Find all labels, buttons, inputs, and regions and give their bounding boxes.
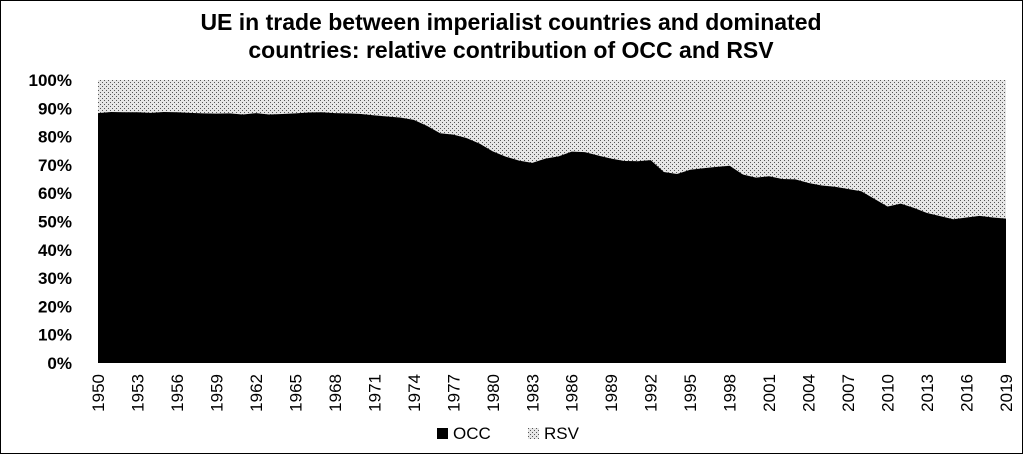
- y-tick-label: 70%: [38, 156, 72, 175]
- x-tick-label: 1989: [602, 374, 621, 412]
- legend-label-occ: OCC: [453, 424, 491, 443]
- x-tick-label: 1995: [681, 374, 700, 412]
- x-tick-label: 2001: [760, 374, 779, 412]
- y-tick-label: 100%: [29, 71, 72, 90]
- y-tick-label: 50%: [38, 213, 72, 232]
- y-tick-label: 10%: [38, 326, 72, 345]
- chart-title-line-2: countries: relative contribution of OCC …: [248, 37, 774, 63]
- x-tick-label: 1962: [247, 374, 266, 412]
- y-tick-label: 40%: [38, 241, 72, 260]
- x-tick-label: 1986: [563, 374, 582, 412]
- x-tick-label: 1974: [405, 374, 424, 412]
- x-tick-label: 2019: [997, 374, 1016, 412]
- legend-swatch-occ: [437, 428, 448, 439]
- y-tick-label: 20%: [38, 297, 72, 316]
- y-tick-label: 60%: [38, 184, 72, 203]
- chart-title-line-1: UE in trade between imperialist countrie…: [200, 9, 821, 35]
- plot-area: [98, 80, 1006, 363]
- x-tick-label: 1956: [168, 374, 187, 412]
- area-occ: [98, 111, 1006, 363]
- x-tick-label: 1977: [444, 374, 463, 412]
- x-tick-label: 2016: [958, 374, 977, 412]
- x-tick-label: 1950: [89, 374, 108, 412]
- x-tick-label: 2004: [800, 374, 819, 412]
- x-tick-label: 2010: [879, 374, 898, 412]
- x-tick-label: 1971: [365, 374, 384, 412]
- x-tick-label: 2007: [839, 374, 858, 412]
- x-axis: 1950 1953 1956 1959 1962 1965 1968 1971 1974 1977…: [89, 374, 1016, 412]
- area-rsv: [98, 80, 1006, 220]
- x-tick-label: 1980: [484, 374, 503, 412]
- x-tick-label: 1959: [207, 374, 226, 412]
- legend-label-rsv: RSV: [544, 424, 580, 443]
- x-tick-label: 1965: [286, 374, 305, 412]
- x-tick-label: 2013: [918, 374, 937, 412]
- legend: OCC RSV: [437, 424, 580, 443]
- x-tick-label: 1968: [326, 374, 345, 412]
- y-tick-label: 80%: [38, 128, 72, 147]
- y-tick-label: 90%: [38, 99, 72, 118]
- legend-swatch-rsv: [528, 428, 539, 439]
- x-tick-label: 1983: [523, 374, 542, 412]
- x-tick-label: 1953: [128, 374, 147, 412]
- y-axis: 0% 10% 20% 30% 40% 50% 60% 70% 80% 90% 100%: [29, 71, 72, 373]
- x-tick-label: 1998: [721, 374, 740, 412]
- y-tick-label: 30%: [38, 269, 72, 288]
- x-tick-label: 1992: [642, 374, 661, 412]
- y-tick-label: 0%: [47, 354, 72, 373]
